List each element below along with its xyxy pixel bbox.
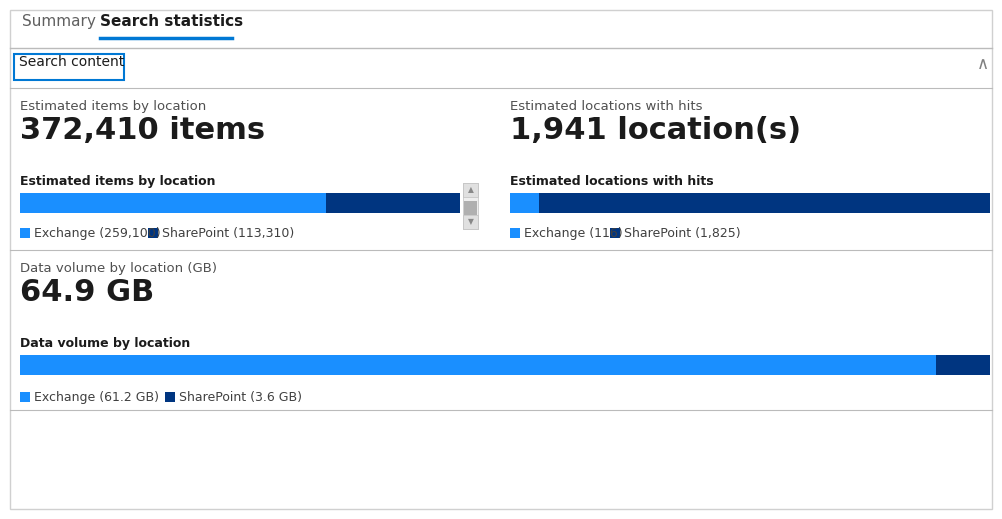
Bar [20,392,30,402]
Text: ▲: ▲ [468,185,473,195]
Bar [20,355,936,375]
Bar [510,193,539,213]
Text: Estimated locations with hits: Estimated locations with hits [510,100,702,113]
Text: ▼: ▼ [468,217,473,226]
Text: Exchange (259,100): Exchange (259,100) [34,226,160,239]
Bar [539,193,990,213]
Text: ∧: ∧ [977,55,989,73]
Bar [14,54,124,80]
Text: Exchange (116): Exchange (116) [524,226,622,239]
Text: SharePoint (1,825): SharePoint (1,825) [624,226,740,239]
Bar [464,201,477,215]
Text: SharePoint (113,310): SharePoint (113,310) [162,226,295,239]
Text: 1,941 location(s): 1,941 location(s) [510,116,802,145]
Bar [936,355,990,375]
Bar [165,392,175,402]
Text: Data volume by location (GB): Data volume by location (GB) [20,262,217,275]
Bar [610,228,620,238]
Bar [148,228,158,238]
Bar [326,193,460,213]
Text: SharePoint (3.6 GB): SharePoint (3.6 GB) [179,390,302,403]
Bar [463,215,478,229]
Text: Estimated items by location: Estimated items by location [20,100,206,113]
Text: Summary: Summary [22,14,96,29]
Bar [20,193,326,213]
Bar [463,183,478,229]
Text: 64.9 GB: 64.9 GB [20,278,154,307]
Bar [20,228,30,238]
Text: Search statistics: Search statistics [100,14,243,29]
Text: Search content: Search content [19,55,124,69]
Bar [510,228,520,238]
Text: 372,410 items: 372,410 items [20,116,266,145]
Bar [463,183,478,197]
Text: Data volume by location: Data volume by location [20,337,190,350]
Text: Estimated items by location: Estimated items by location [20,175,215,188]
Text: Exchange (61.2 GB): Exchange (61.2 GB) [34,390,159,403]
Text: Estimated locations with hits: Estimated locations with hits [510,175,713,188]
